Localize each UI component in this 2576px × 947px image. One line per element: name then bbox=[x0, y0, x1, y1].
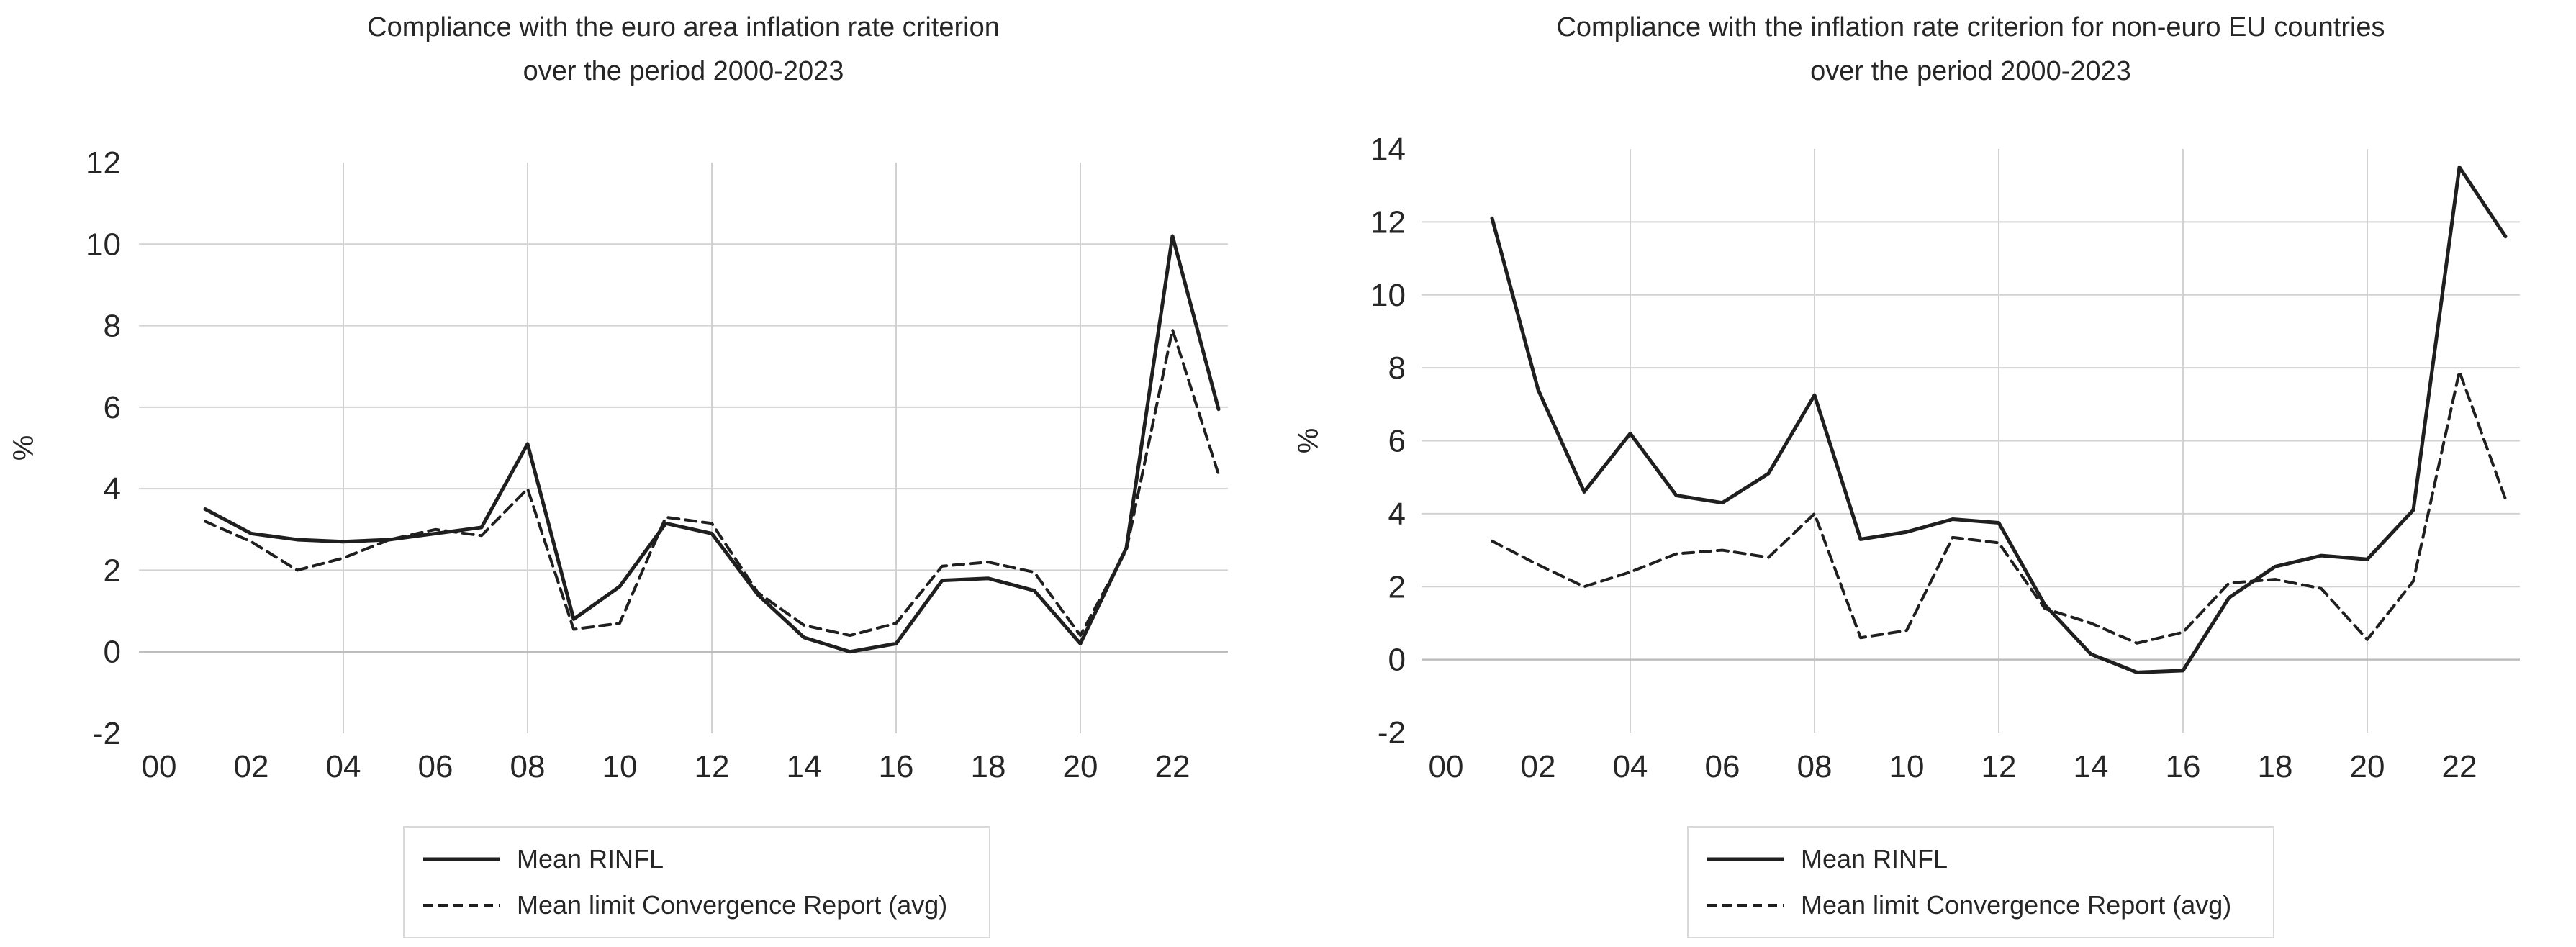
solid-line-sample-icon bbox=[1707, 857, 1784, 861]
x-tick-label: 18 bbox=[971, 749, 1006, 784]
chart-title-line1: Compliance with the inflation rate crite… bbox=[1556, 12, 2385, 42]
series-line-mean-rinfl bbox=[203, 234, 1221, 654]
y-axis-title: % bbox=[8, 435, 40, 461]
x-tick-label: 20 bbox=[1063, 749, 1098, 784]
legend: Mean RINFL Mean limit Convergence Report… bbox=[1687, 826, 2274, 938]
x-tick-label: 10 bbox=[1889, 749, 1925, 784]
x-tick-label: 22 bbox=[2442, 749, 2477, 784]
legend: Mean RINFL Mean limit Convergence Report… bbox=[403, 826, 990, 938]
legend-label: Mean limit Convergence Report (avg) bbox=[1801, 890, 2232, 920]
y-tick-label: -2 bbox=[1378, 715, 1406, 751]
non-euro-chart-panel: Compliance with the inflation rate crite… bbox=[1288, 0, 2575, 947]
x-tick-label: 08 bbox=[1797, 749, 1832, 784]
x-tick-label: 02 bbox=[234, 749, 269, 784]
y-tick-label: 2 bbox=[104, 553, 121, 588]
x-tick-label: 18 bbox=[2258, 749, 2293, 784]
x-tick-label: 22 bbox=[1155, 749, 1190, 784]
legend-item-mean-rinfl: Mean RINFL bbox=[423, 844, 989, 874]
legend-item-mean-rinfl: Mean RINFL bbox=[1707, 844, 2273, 874]
legend-label: Mean RINFL bbox=[1801, 843, 1948, 874]
euro-area-chart-panel: Compliance with the euro area inflation … bbox=[8, 6, 1228, 938]
y-tick-label: 2 bbox=[1388, 569, 1406, 604]
chart-title-line2: over the period 2000-2023 bbox=[523, 56, 844, 86]
x-tick-label: 20 bbox=[2350, 749, 2385, 784]
x-tick-label: 12 bbox=[1981, 749, 2017, 784]
y-tick-label: 12 bbox=[1370, 204, 1406, 240]
x-tick-label: 02 bbox=[1521, 749, 1556, 784]
y-tick-label: 4 bbox=[104, 471, 121, 507]
y-tick-label: 0 bbox=[104, 635, 121, 670]
dashed-line-sample-icon bbox=[1707, 904, 1784, 907]
y-tick-label: 8 bbox=[104, 309, 121, 344]
legend-label: Mean RINFL bbox=[517, 843, 664, 874]
x-tick-label: 06 bbox=[1705, 749, 1740, 784]
series-line-mean-rinfl bbox=[1490, 165, 2508, 674]
x-tick-label: 16 bbox=[879, 749, 914, 784]
legend-label: Mean limit Convergence Report (avg) bbox=[517, 890, 948, 920]
series-line-mean-limit bbox=[1491, 370, 2507, 645]
series-line-mean-limit bbox=[204, 328, 1220, 638]
dashed-line-sample-icon bbox=[423, 904, 500, 907]
y-tick-label: 6 bbox=[104, 390, 121, 425]
x-tick-label: 04 bbox=[326, 749, 361, 784]
y-tick-label: 10 bbox=[1370, 278, 1406, 313]
y-tick-label: 8 bbox=[1388, 350, 1406, 386]
y-axis-title: % bbox=[1293, 428, 1324, 454]
y-tick-label: -2 bbox=[93, 716, 121, 751]
y-tick-label: 4 bbox=[1388, 497, 1406, 532]
y-tick-label: 12 bbox=[86, 145, 121, 181]
legend-item-mean-limit: Mean limit Convergence Report (avg) bbox=[423, 890, 989, 920]
y-tick-label: 10 bbox=[86, 227, 121, 262]
chart-title: Compliance with the euro area inflation … bbox=[139, 6, 1228, 94]
chart-title-line2: over the period 2000-2023 bbox=[1810, 56, 2131, 86]
x-tick-label: 08 bbox=[510, 749, 546, 784]
y-tick-label: 6 bbox=[1388, 424, 1406, 459]
x-tick-label: 06 bbox=[418, 749, 453, 784]
x-tick-label: 14 bbox=[787, 749, 822, 784]
x-tick-label: 04 bbox=[1613, 749, 1648, 784]
x-tick-label: 12 bbox=[695, 749, 730, 784]
legend-item-mean-limit: Mean limit Convergence Report (avg) bbox=[1707, 890, 2273, 920]
x-tick-label: 14 bbox=[2074, 749, 2109, 784]
x-tick-label: 16 bbox=[2166, 749, 2201, 784]
chart-title: Compliance with the inflation rate crite… bbox=[1422, 6, 2520, 94]
x-tick-label: 00 bbox=[1429, 749, 1464, 784]
solid-line-sample-icon bbox=[423, 857, 500, 861]
x-tick-label: 00 bbox=[142, 749, 177, 784]
chart-title-line1: Compliance with the euro area inflation … bbox=[367, 12, 1000, 42]
y-tick-label: 0 bbox=[1388, 643, 1406, 678]
x-tick-label: 10 bbox=[602, 749, 638, 784]
y-tick-label: 14 bbox=[1370, 132, 1406, 167]
